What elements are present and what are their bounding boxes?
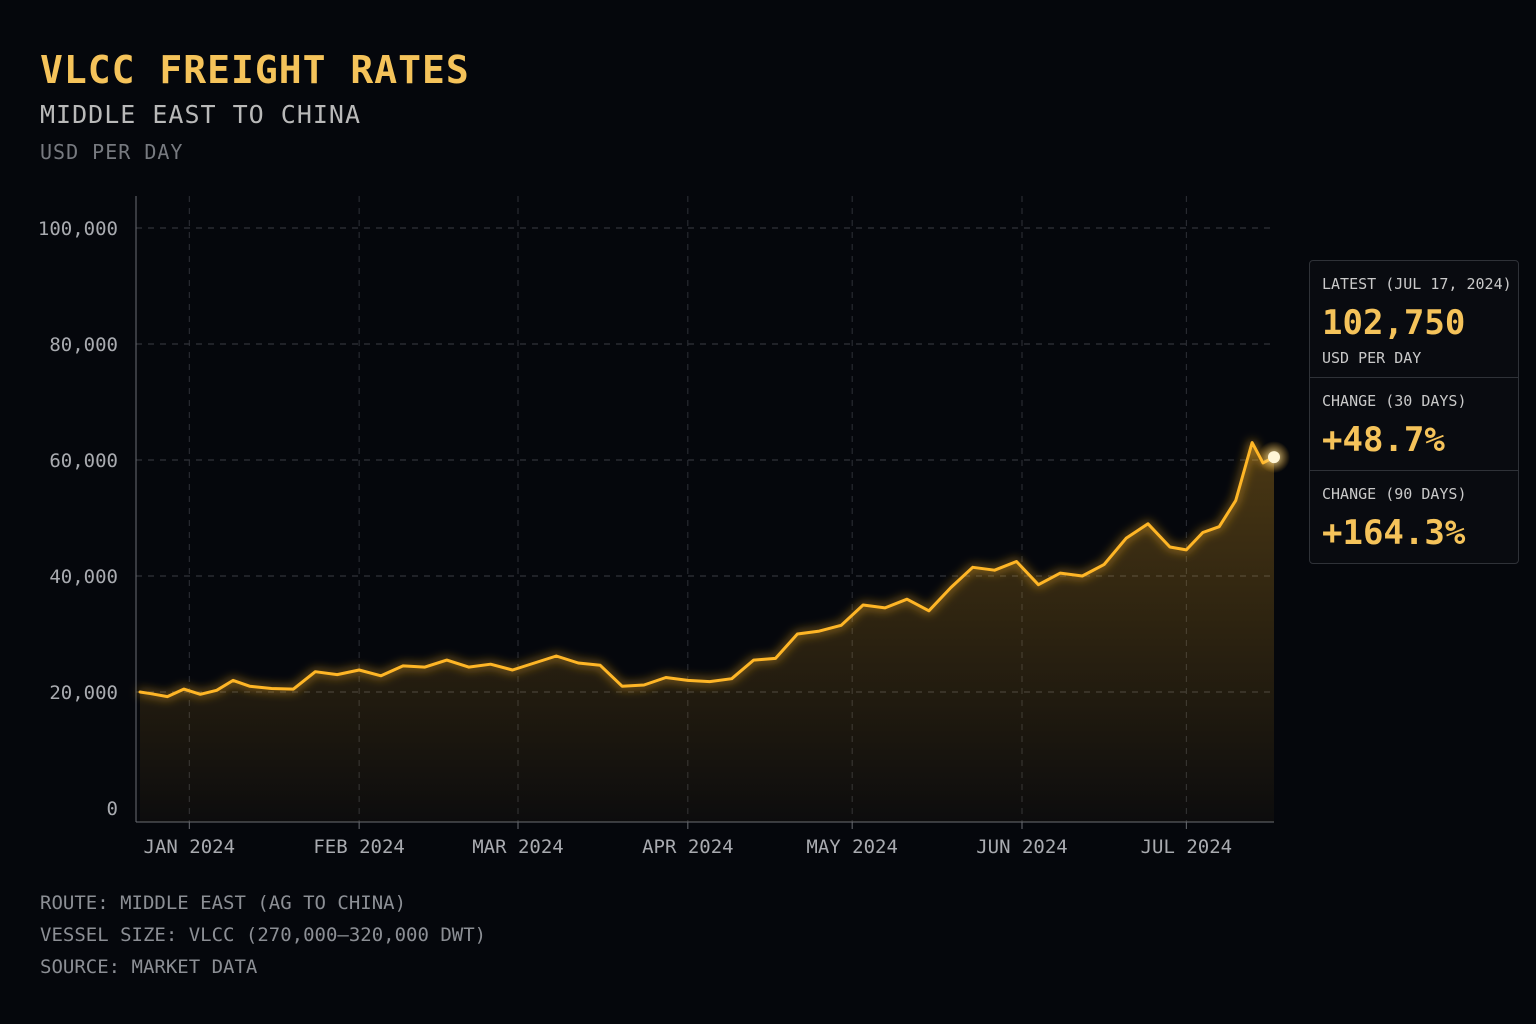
change-90-label: CHANGE (90 DAYS) xyxy=(1322,485,1467,503)
latest-value: 102,750 xyxy=(1322,303,1466,343)
x-tick-label: MAR 2024 xyxy=(472,836,564,858)
data-point xyxy=(1250,441,1254,444)
data-point xyxy=(1201,531,1204,534)
data-point xyxy=(445,658,448,662)
data-point xyxy=(138,690,142,694)
data-point xyxy=(1124,537,1128,540)
y-tick-label: 80,000 xyxy=(49,334,118,356)
data-point xyxy=(752,658,755,662)
unit-label: USD PER DAY xyxy=(40,140,184,164)
data-point xyxy=(231,679,235,682)
data-point xyxy=(533,661,536,665)
x-tick-label: APR 2024 xyxy=(642,836,734,858)
data-point xyxy=(905,598,909,601)
data-point xyxy=(149,692,153,695)
data-point xyxy=(774,657,777,660)
data-point xyxy=(840,624,843,627)
data-point xyxy=(971,566,974,569)
data-point xyxy=(1081,574,1084,578)
change-90-stat: CHANGE (90 DAYS) +164.3% xyxy=(1310,471,1518,563)
change-30-label: CHANGE (30 DAYS) xyxy=(1322,392,1467,410)
data-point xyxy=(686,679,690,682)
x-tick-label: JAN 2024 xyxy=(144,836,236,858)
change-90-value: +164.3% xyxy=(1322,513,1466,553)
data-point xyxy=(199,693,202,696)
data-point xyxy=(401,664,405,668)
series-area xyxy=(140,442,1274,822)
data-point xyxy=(927,609,931,612)
data-point xyxy=(1059,571,1062,575)
y-tick-label: 40,000 xyxy=(49,566,118,588)
data-point xyxy=(511,668,514,672)
footer-source: SOURCE: MARKET DATA xyxy=(40,956,258,978)
data-point xyxy=(336,673,339,676)
data-point xyxy=(467,665,470,669)
data-point xyxy=(796,632,799,636)
latest-stat: LATEST (JUL 17, 2024) 102,750 USD PER DA… xyxy=(1310,261,1518,378)
data-point xyxy=(708,680,711,683)
y-tick-label: 0 xyxy=(107,798,118,820)
x-tick-label: MAY 2024 xyxy=(806,836,898,858)
data-point xyxy=(182,687,186,691)
data-point xyxy=(1037,583,1040,586)
data-point xyxy=(818,629,821,633)
data-point xyxy=(489,662,492,666)
data-point xyxy=(993,569,996,572)
data-point xyxy=(292,687,295,691)
data-point xyxy=(1218,525,1221,528)
data-point xyxy=(314,670,317,673)
x-tick-label: JUN 2024 xyxy=(976,836,1068,858)
data-point xyxy=(620,685,624,688)
page-subtitle: MIDDLE EAST TO CHINA xyxy=(40,100,362,129)
data-point xyxy=(1234,499,1237,502)
change-30-stat: CHANGE (30 DAYS) +48.7% xyxy=(1310,378,1518,471)
data-point xyxy=(861,603,865,607)
stats-panel: LATEST (JUL 17, 2024) 102,750 USD PER DA… xyxy=(1309,260,1519,564)
latest-unit: USD PER DAY xyxy=(1322,349,1422,367)
data-point xyxy=(555,654,558,658)
y-tick-label: 20,000 xyxy=(49,682,118,704)
footer-vessel: VESSEL SIZE: VLCC (270,000–320,000 DWT) xyxy=(40,924,487,946)
data-point xyxy=(423,665,427,669)
data-point xyxy=(248,685,251,688)
x-tick-label: FEB 2024 xyxy=(313,836,405,858)
data-point xyxy=(664,676,668,679)
change-30-value: +48.7% xyxy=(1322,420,1445,460)
data-point xyxy=(166,695,169,698)
latest-label: LATEST (JUL 17, 2024) xyxy=(1322,275,1512,293)
data-point xyxy=(1185,548,1188,552)
data-point xyxy=(270,687,273,690)
data-point xyxy=(1102,563,1106,566)
data-point xyxy=(1146,522,1150,525)
page-title: VLCC FREIGHT RATES xyxy=(40,48,470,92)
data-point xyxy=(379,674,383,677)
y-tick-label: 100,000 xyxy=(38,218,118,240)
data-point xyxy=(598,664,602,667)
x-tick-label: JUL 2024 xyxy=(1141,836,1233,858)
data-point xyxy=(949,586,952,589)
y-tick-label: 60,000 xyxy=(49,450,118,472)
data-point xyxy=(730,677,733,680)
data-point xyxy=(215,689,218,692)
data-point xyxy=(577,661,580,665)
data-point xyxy=(1168,545,1172,549)
data-point xyxy=(1015,560,1018,563)
data-point xyxy=(357,668,361,672)
data-point xyxy=(642,683,646,687)
data-point xyxy=(883,606,887,610)
latest-point xyxy=(1268,451,1280,464)
footer-route: ROUTE: MIDDLE EAST (AG TO CHINA) xyxy=(40,892,407,914)
